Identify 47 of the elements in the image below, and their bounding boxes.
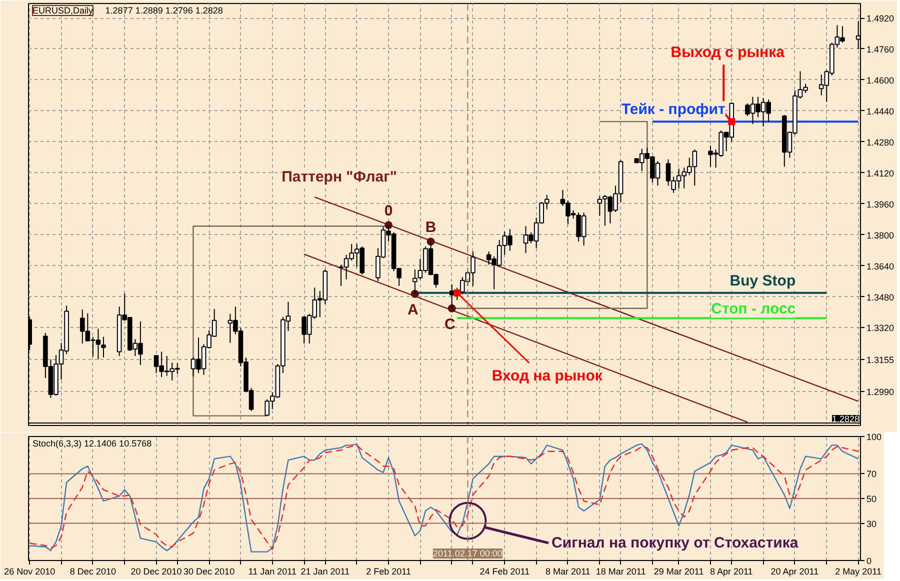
y-tick-label: 1.4600 — [866, 75, 894, 86]
y-tick-label: 100 — [866, 432, 882, 442]
y-tick-label: 1.4760 — [866, 44, 894, 54]
x-tick-label: 2 Feb 2011 — [366, 566, 411, 576]
ref-line-label: 1.2828 — [832, 414, 860, 424]
y-tick-label: 1.3800 — [866, 230, 894, 240]
series-label: Паттерн "Флаг" — [282, 168, 397, 186]
x-tick-label: 21 Jan 2011 — [300, 566, 350, 576]
y-tick-label: 1.2990 — [866, 387, 894, 398]
x-tick-label: 18 Mar 2011 — [596, 566, 646, 576]
y-tick-label: 1.4920 — [866, 14, 894, 24]
y-tick-label: 1.3960 — [866, 199, 894, 210]
y-tick-label: 1.4440 — [866, 106, 894, 116]
x-tick-label: 8 Mar 2011 — [546, 566, 590, 576]
x-tick-label: 24 Feb 2011 — [480, 566, 530, 576]
y-tick-label: 1.4280 — [866, 137, 894, 148]
annotation: Сигнал на покупку от Стохастика — [552, 534, 799, 552]
chart-subtitle: 1.2877 1.2889 1.2796 1.2828 — [105, 6, 223, 16]
x-tick-label: 29 Mar 2011 — [654, 566, 704, 576]
annotation: A — [408, 301, 419, 318]
x-tick-label: 8 Dec 2010 — [70, 566, 116, 576]
series-label: Стоп - лосс — [711, 300, 796, 318]
y-tick-label: 70 — [866, 469, 877, 480]
x-tick-label: 20 Apr 2011 — [770, 566, 819, 576]
x-tick-label: 2 May 2011 — [835, 566, 882, 576]
annotation: 0 — [384, 202, 393, 220]
x-tick-label: 20 Dec 2010 — [130, 566, 182, 576]
y-tick-label: 50 — [866, 494, 877, 504]
x-tick-label: 11 Jan 2011 — [248, 566, 297, 576]
chart-title: Stoch(6,3,3) 12.1406 10.5768 — [32, 438, 152, 448]
y-tick-label: 30 — [866, 518, 877, 529]
series-label: Buy Stop — [730, 272, 796, 290]
annotation: Вход на рынок — [492, 367, 603, 384]
x-tick-label: 8 Apr 2011 — [710, 566, 753, 576]
y-tick-label: 1.3320 — [866, 323, 894, 334]
annotation: Выход с рынка — [670, 44, 786, 62]
y-tick-label: 1.3640 — [866, 261, 894, 272]
ref-line-label: 2011.02.17 00:00 — [433, 548, 502, 558]
y-tick-label: 1.3155 — [866, 355, 894, 366]
x-tick-label: 30 Dec 2010 — [184, 566, 235, 576]
annotation: C — [444, 316, 456, 333]
y-tick-label: 0 — [866, 556, 872, 566]
annotation: B — [425, 219, 436, 236]
y-tick-label: 1.3480 — [866, 292, 894, 302]
x-tick-label: 26 Nov 2010 — [4, 566, 56, 576]
y-tick-label: 1.4120 — [866, 168, 894, 178]
series-label: Тейк - профит — [621, 101, 726, 118]
